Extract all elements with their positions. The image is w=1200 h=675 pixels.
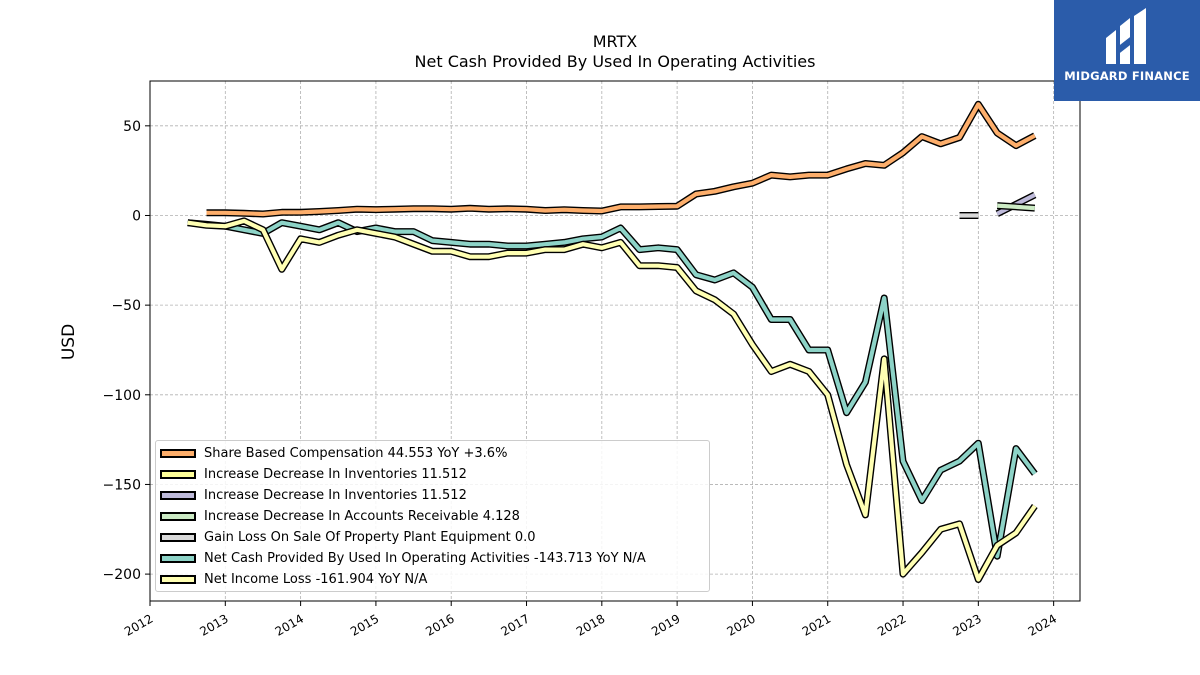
legend-item: Gain Loss On Sale Of Property Plant Equi… (160, 528, 536, 546)
series-lines (187, 100, 1038, 583)
legend-swatch (160, 553, 196, 563)
legend-label: Gain Loss On Sale Of Property Plant Equi… (204, 529, 536, 545)
legend-swatch (160, 490, 196, 500)
legend-swatch (160, 448, 196, 458)
y-tick-label: −200 (103, 567, 141, 583)
legend-item: Increase Decrease In Inventories 11.512 (160, 486, 467, 504)
y-tick-label: −100 (103, 388, 141, 404)
legend-label: Net Income Loss -161.904 YoY N/A (204, 571, 428, 587)
legend-label: Increase Decrease In Inventories 11.512 (204, 487, 467, 503)
plot-frame (149, 80, 1081, 602)
x-tick-label: 2017 (499, 611, 532, 638)
series-line-core (187, 218, 1037, 582)
x-tick-label: 2018 (574, 611, 607, 638)
series-line-core (187, 220, 1037, 559)
x-tick-label: 2012 (122, 611, 155, 638)
logo-text: MIDGARD FINANCE (1064, 69, 1190, 83)
series-line-outline (206, 100, 1037, 218)
x-tick-label: 2016 (423, 611, 456, 638)
legend-item: Increase Decrease In Accounts Receivable… (160, 507, 520, 525)
legend-swatch (160, 511, 196, 521)
x-tick-label: 2013 (197, 611, 230, 638)
y-tick-label: 0 (132, 208, 141, 224)
series-line (187, 217, 1038, 583)
legend-item: Share Based Compensation 44.553 YoY +3.6… (160, 444, 507, 462)
legend: Share Based Compensation 44.553 YoY +3.6… (155, 440, 710, 592)
legend-label: Increase Decrease In Accounts Receivable… (204, 508, 520, 524)
legend-item: Net Cash Provided By Used In Operating A… (160, 549, 646, 567)
y-axis-label: USD (59, 324, 79, 360)
series-line (206, 100, 1037, 218)
y-tick-label: −150 (103, 477, 141, 493)
legend-swatch (160, 574, 196, 584)
x-tick-label: 2019 (649, 611, 682, 638)
legend-label: Share Based Compensation 44.553 YoY +3.6… (204, 445, 508, 461)
legend-swatch (160, 532, 196, 542)
legend-swatch (160, 469, 196, 479)
logo-mark-icon (1106, 8, 1146, 64)
logo: MIDGARD FINANCE (1054, 0, 1200, 101)
x-tick-label: 2023 (950, 611, 983, 638)
x-tick-label: 2015 (348, 611, 381, 638)
x-tick-label: 2020 (724, 611, 757, 638)
x-tick-label: 2022 (875, 611, 908, 638)
legend-item: Increase Decrease In Inventories 11.512 (160, 465, 467, 483)
x-tick-label: 2021 (800, 611, 833, 638)
x-tick-label: 2014 (273, 611, 306, 638)
y-tick-label: 50 (123, 119, 141, 135)
chart-title: Net Cash Provided By Used In Operating A… (414, 52, 816, 71)
series-line-core (206, 102, 1036, 217)
y-tick-label: −50 (111, 298, 141, 314)
x-tick-label: 2024 (1026, 611, 1059, 638)
legend-label: Increase Decrease In Inventories 11.512 (204, 466, 467, 482)
chart-ticker: MRTX (592, 32, 638, 51)
legend-item: Net Income Loss -161.904 YoY N/A (160, 570, 427, 588)
series-line (187, 219, 1038, 560)
legend-label: Net Cash Provided By Used In Operating A… (204, 550, 646, 566)
series-line (996, 202, 1036, 212)
series-line-core (997, 203, 1035, 211)
